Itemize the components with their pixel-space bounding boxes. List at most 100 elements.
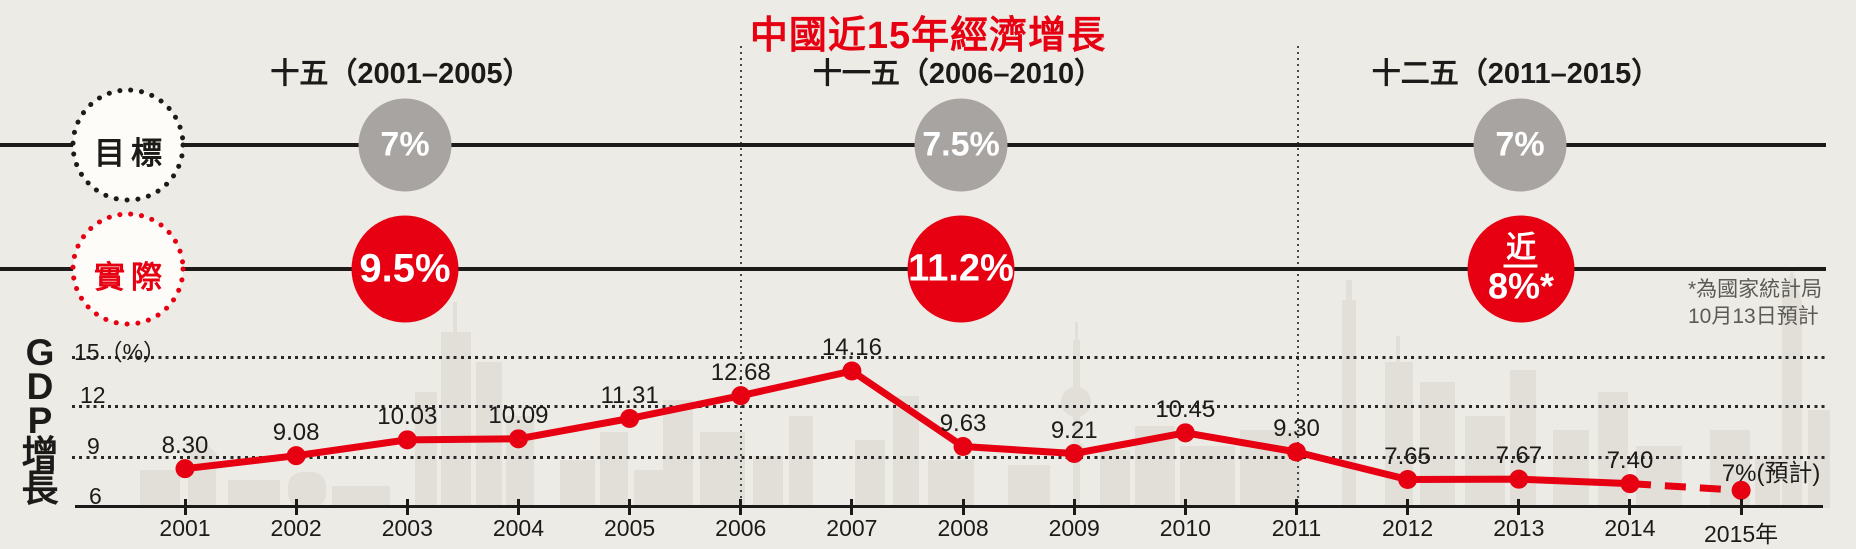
x-tick-label-2010: 2010	[1159, 515, 1211, 541]
x-tick-label-2005: 2005	[604, 515, 656, 541]
data-point-2009	[1064, 444, 1084, 463]
x-tick-label-2003: 2003	[381, 515, 433, 541]
y-axis-title-char: G	[25, 332, 55, 373]
footnote-line2: 10月13日預計	[1688, 305, 1819, 329]
x-tickmark	[1295, 499, 1298, 515]
data-point-2008	[953, 437, 973, 456]
actual-row-badge	[70, 211, 186, 327]
gridline-9	[72, 456, 1828, 459]
y-tick-12: 12	[80, 382, 106, 408]
x-tick-label-2014: 2014	[1604, 515, 1656, 541]
data-point-2015	[1731, 480, 1751, 500]
x-tickmark	[628, 499, 632, 515]
data-point-label-2008: 9.63	[939, 409, 987, 437]
footnote-line1: *為國家統計局	[1688, 278, 1823, 301]
y-axis-title-char: D	[26, 366, 54, 407]
data-point-label-2011: 9.30	[1273, 415, 1320, 442]
data-point-label-2009: 9.21	[1050, 416, 1098, 444]
data-point-2010	[1175, 423, 1195, 443]
x-tickmark	[294, 499, 298, 515]
data-point-2014	[1620, 474, 1640, 494]
y-tick-9: 9	[87, 433, 100, 459]
x-tick-label-2015: 2015年	[1704, 521, 1779, 547]
x-tickmark	[961, 499, 965, 515]
x-tick-label-2008: 2008	[937, 515, 989, 541]
y-axis-title-char: 長	[21, 468, 59, 509]
target-circle-3: 7%	[1473, 98, 1567, 192]
gridline-12	[72, 405, 1828, 408]
panel-divider-2	[1297, 46, 1299, 506]
x-tick-label-2013: 2013	[1493, 515, 1545, 541]
target-row-label: 目標	[94, 136, 168, 171]
x-tickmark	[1183, 499, 1187, 515]
x-tickmark	[1628, 499, 1632, 515]
data-point-label-2007: 14.16	[821, 334, 882, 361]
data-point-2013	[1509, 469, 1529, 489]
period-header-11th: 十一五（2006–2010）	[812, 58, 1104, 90]
x-tick-label-2011: 2011	[1271, 515, 1322, 541]
data-point-label-2005: 11.31	[600, 381, 659, 409]
x-tickmark	[1517, 499, 1521, 515]
gdp-line-forecast-dashed	[1629, 480, 1742, 494]
data-point-2003	[397, 430, 417, 450]
x-tickmark	[405, 499, 409, 515]
data-point-label-2002: 9.08	[272, 418, 320, 446]
target-circle-2: 7.5%	[914, 98, 1008, 192]
panel-divider-1	[740, 46, 742, 506]
data-point-2012	[1398, 470, 1418, 489]
data-point-label-2014: 7.40	[1606, 446, 1654, 474]
period-header-10th: 十五（2001–2005）	[270, 58, 532, 90]
x-tick-label-2002: 2002	[270, 515, 322, 541]
y-axis-title-char: P	[27, 400, 53, 441]
data-point-label-2010: 10.45	[1155, 395, 1216, 423]
x-tickmark	[1739, 499, 1743, 515]
x-tickmark	[516, 499, 520, 515]
data-point-2006	[731, 386, 751, 406]
y-tick-15: 15（%）	[74, 339, 167, 365]
x-tick-label-2006: 2006	[715, 515, 767, 541]
x-tick-label-2012: 2012	[1382, 515, 1434, 541]
target-circle-1: 7%	[358, 98, 452, 192]
period-header-12th: 十二五（2011–2015）	[1371, 58, 1661, 90]
data-point-label-2006: 12.68	[710, 358, 771, 386]
y-axis-title-char: 增	[21, 434, 59, 475]
x-tick-label-2004: 2004	[492, 515, 545, 541]
target-row-badge	[70, 87, 186, 203]
actual-circle-2: 11.2%	[907, 215, 1015, 323]
gdp-line-solid	[184, 367, 1631, 488]
x-tick-label-2009: 2009	[1048, 515, 1100, 541]
x-tickmark	[850, 499, 854, 515]
data-point-2002	[286, 446, 306, 466]
gridline-15	[72, 356, 1828, 359]
actual-circle-3: 近 8%*	[1467, 215, 1575, 323]
data-point-2005	[620, 409, 640, 428]
data-point-label-2003: 10.03	[377, 402, 438, 430]
data-point-label-2001: 8.30	[161, 431, 209, 459]
x-tick-label-2001: 2001	[159, 515, 211, 541]
data-point-2004	[508, 429, 528, 449]
data-point-label-2012: 7.65	[1384, 442, 1431, 470]
actual-circle-3-line2: 8%*	[1487, 265, 1555, 307]
target-row-line	[0, 143, 1826, 147]
data-point-2001	[175, 459, 195, 479]
footnote: *為國家統計局 10月13日預計	[1688, 276, 1822, 331]
actual-row-label: 實際	[94, 260, 168, 295]
x-tickmark	[739, 499, 743, 515]
y-tick-6: 6	[89, 483, 102, 509]
actual-circle-3-line1: 近	[1503, 232, 1538, 268]
data-point-2007	[842, 361, 862, 381]
actual-circle-1: 9.5%	[351, 215, 459, 323]
x-tickmark	[1072, 499, 1076, 515]
x-axis-line	[75, 505, 1823, 508]
data-point-label-2013: 7.67	[1495, 442, 1543, 470]
page-title: 中國近15年經濟增長	[749, 15, 1107, 57]
x-tickmark	[1406, 499, 1410, 515]
data-point-label-2015: 7%(預計)	[1721, 460, 1821, 488]
data-point-2011	[1287, 442, 1306, 462]
data-point-label-2004: 10.09	[488, 401, 549, 429]
x-tickmark	[183, 499, 187, 515]
x-tick-label-2007: 2007	[826, 515, 878, 541]
